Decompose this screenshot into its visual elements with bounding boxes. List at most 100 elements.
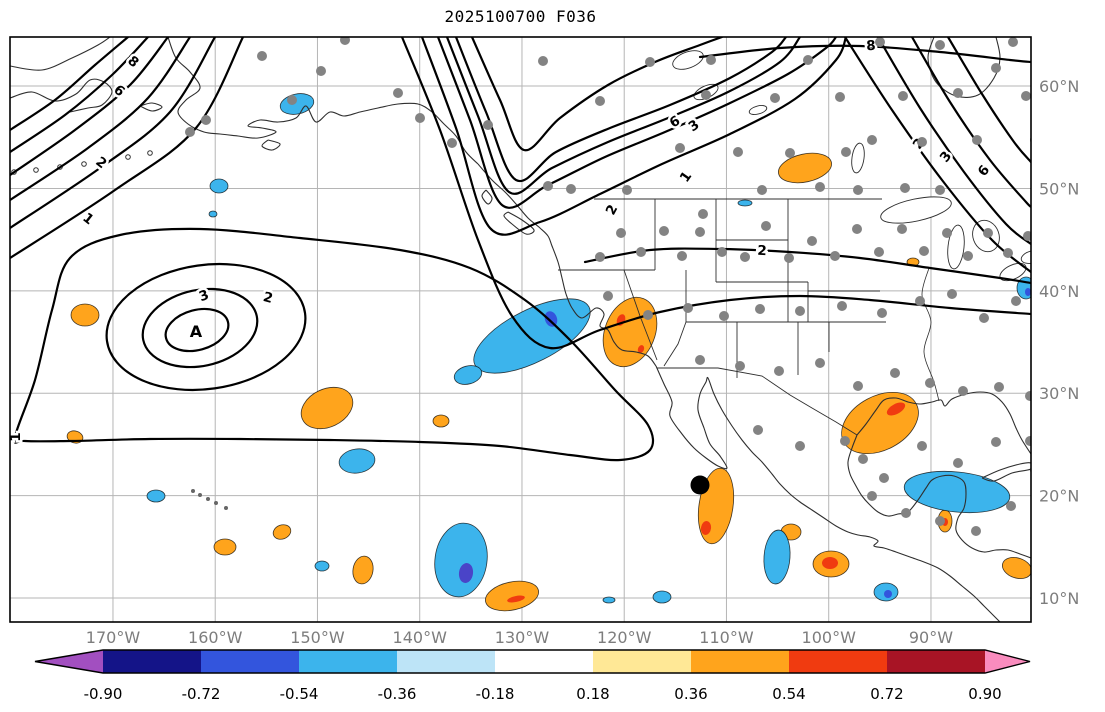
station-dot (935, 516, 945, 526)
shaded-region-core (822, 557, 838, 569)
coastline (847, 434, 1031, 559)
coastline (981, 462, 1031, 482)
shaded-region (209, 178, 229, 194)
station-dot (784, 253, 794, 263)
shaded-region (300, 386, 354, 430)
lake (880, 196, 952, 224)
station-dot (994, 382, 1004, 392)
station-dot (900, 183, 910, 193)
station-dot (616, 228, 626, 238)
station-dot (795, 306, 805, 316)
political-border (623, 269, 658, 361)
colorbar-under-arrow (35, 650, 103, 673)
station-dot (447, 138, 457, 148)
coastline (167, 37, 479, 165)
station-dot (942, 228, 952, 238)
shaded-region (352, 555, 374, 585)
station-dot (835, 92, 845, 102)
station-dot (935, 40, 945, 50)
shaded-region (652, 590, 672, 604)
coastline (10, 37, 111, 71)
contour-line (470, 37, 724, 152)
colorbar-over-arrow (985, 650, 1030, 673)
contour-line (10, 37, 150, 154)
coastline (856, 391, 1031, 455)
shaded-region (208, 210, 218, 218)
station-dot (867, 491, 877, 501)
hawaii-island (224, 506, 228, 510)
station-dot (963, 251, 973, 261)
station-dot (983, 228, 993, 238)
shaded-region (1002, 557, 1031, 579)
station-dot (830, 251, 840, 261)
lon-tick-label: 150°W (290, 628, 345, 647)
colorbar-tick-label: -0.54 (280, 685, 319, 703)
station-dot (1008, 37, 1018, 47)
station-dot (695, 355, 705, 365)
shaded-region-core (886, 402, 906, 416)
station-dot (675, 143, 685, 153)
shaded-region-core (884, 590, 892, 598)
contour-line (876, 37, 1031, 246)
lon-tick-label: 140°W (393, 628, 448, 647)
lat-tick-label: 10°N (1039, 589, 1079, 608)
colorbar-segment (299, 650, 397, 673)
map-layers: 8621321263128236A (10, 37, 1031, 622)
station-dot (717, 247, 727, 257)
station-dot (947, 289, 957, 299)
station-dot (1025, 391, 1031, 401)
shaded-region (213, 538, 237, 556)
station-dot (897, 224, 907, 234)
hawaii-island (191, 489, 195, 493)
station-dot (972, 135, 982, 145)
station-dot (701, 90, 711, 100)
contour-line (10, 37, 192, 202)
station-dot (643, 310, 653, 320)
station-dot (698, 209, 708, 219)
station-dot (622, 185, 632, 195)
station-dot (483, 120, 493, 130)
shaded-region (602, 596, 616, 604)
station-dot (538, 56, 548, 66)
shaded-region (473, 298, 591, 374)
shaded-region-core (507, 595, 525, 603)
station-dot (898, 91, 908, 101)
station-dot (677, 251, 687, 261)
shaded-region (763, 529, 791, 585)
contour-line (445, 37, 802, 195)
colorbar-segment (397, 650, 495, 673)
colorbar-segment (495, 650, 593, 673)
station-dot (874, 247, 884, 257)
lon-tick-label: 100°W (802, 628, 857, 647)
station-dot (595, 96, 605, 106)
station-dot (340, 37, 350, 45)
colorbar-outline (34, 649, 1031, 674)
shaded-region-core (700, 521, 712, 535)
shaded-region-core (1025, 288, 1031, 296)
colorbar-tick-label: 0.54 (772, 685, 805, 703)
station-dot (807, 236, 817, 246)
contour-label: 8 (866, 38, 876, 54)
contour-line (454, 37, 788, 183)
station-dot (840, 436, 850, 446)
shaded-region-core (544, 311, 558, 327)
station-dot (774, 366, 784, 376)
colorbar-segment (691, 650, 789, 673)
station-dot (636, 247, 646, 257)
colorbar-tick-label: -0.90 (84, 685, 123, 703)
colorbar-tick-label: 0.36 (674, 685, 707, 703)
contour-line (910, 37, 1031, 208)
station-dot (287, 95, 297, 105)
contour-line (10, 37, 130, 132)
station-dot (852, 224, 862, 234)
contour-line (436, 37, 838, 209)
island (33, 167, 39, 173)
contour-line (843, 37, 1031, 274)
station-dot (201, 115, 211, 125)
coastline (503, 211, 535, 235)
station-dot (719, 311, 729, 321)
colorbar-tick-label: -0.36 (378, 685, 417, 703)
station-dot (853, 185, 863, 195)
station-dot (875, 37, 885, 47)
colorbar-segment (201, 650, 299, 673)
